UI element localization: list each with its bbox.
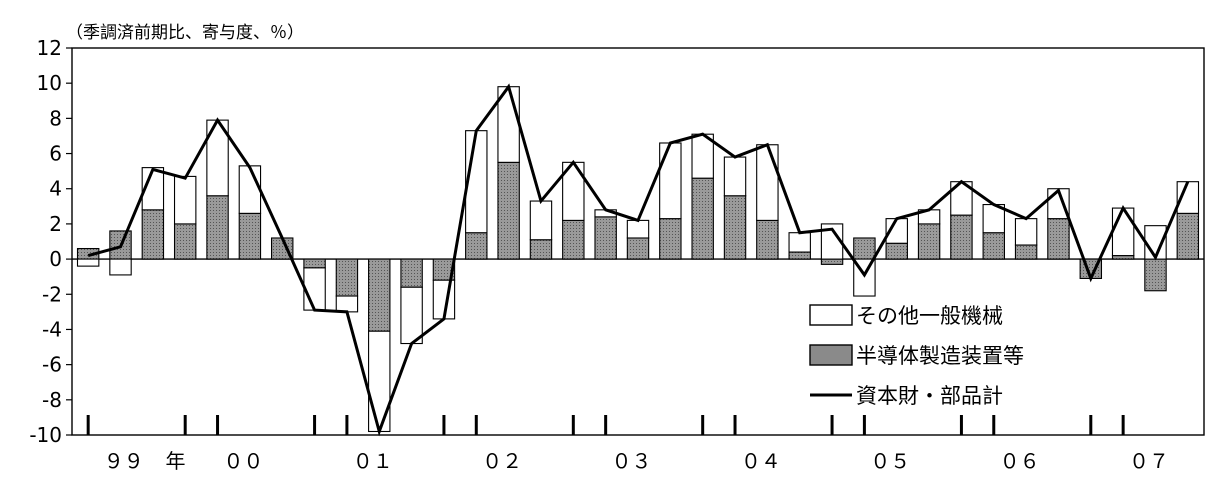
bar-semiconductor <box>400 258 423 288</box>
bar-semiconductor <box>756 219 779 260</box>
bar-semiconductor <box>917 223 941 260</box>
x-axis: ９９ 年 ００ ０１ ０２ ０３ ０４ ０５ ０６ ０７ <box>86 415 1169 473</box>
bar-semiconductor <box>1176 212 1200 260</box>
bar-semiconductor <box>659 218 682 260</box>
y-tick-label: 4 <box>49 177 62 201</box>
bar-other-machinery <box>1111 207 1135 257</box>
bar-other-machinery <box>173 175 197 225</box>
y-tick-label: 2 <box>49 212 62 236</box>
bar-other-machinery <box>400 286 423 345</box>
x-year-label: ０１ <box>353 449 393 473</box>
bar-semiconductor <box>303 258 326 269</box>
x-year-label: ０４ <box>741 449 781 473</box>
y-axis: 12 10 8 6 4 2 0 -2 -4 -6 -8 -10 <box>29 36 72 447</box>
bar-other-machinery <box>368 330 391 433</box>
bar-semiconductor <box>853 237 876 260</box>
bar-semiconductor <box>141 209 165 260</box>
unit-label: （季調済前期比、寄与度、％） <box>66 23 304 43</box>
y-tick-label: 12 <box>37 36 62 60</box>
y-tick-label: -6 <box>42 353 62 377</box>
x-year-label: ９９ <box>104 449 144 473</box>
legend-label-total: 資本財・部品計 <box>856 384 1003 408</box>
bar-semiconductor <box>529 239 553 260</box>
bar-semiconductor <box>206 195 229 260</box>
x-year-label: ０５ <box>870 449 910 473</box>
bar-semiconductor <box>368 258 391 332</box>
bar-other-machinery <box>335 295 359 313</box>
y-tick-label: -10 <box>29 423 62 447</box>
line-series <box>87 83 1190 437</box>
bar-semiconductor <box>626 237 650 260</box>
bar-semiconductor <box>788 251 811 260</box>
bar-other-machinery <box>820 223 844 260</box>
bar-semiconductor <box>173 223 197 260</box>
y-tick-label: -8 <box>42 388 62 412</box>
bar-semiconductor <box>594 216 617 260</box>
x-year-label: 年 <box>165 449 185 473</box>
x-year-label: ０３ <box>612 449 652 473</box>
y-tick-label: 6 <box>49 142 62 166</box>
x-year-label: ００ <box>223 449 263 473</box>
legend-swatch-semiconductor <box>809 344 853 366</box>
bar-other-machinery <box>303 267 326 311</box>
legend: その他一般機械 半導体製造装置等 資本財・部品計 <box>809 304 1024 408</box>
plot-border <box>71 47 1205 436</box>
bar-semiconductor <box>1144 258 1167 292</box>
y-tick-label: 8 <box>49 106 62 130</box>
legend-swatch-other-machinery <box>809 304 853 326</box>
bar-semiconductor <box>1047 218 1070 260</box>
bar-semiconductor <box>562 219 585 260</box>
bar-semiconductor <box>982 232 1005 260</box>
x-year-label: ０６ <box>1000 449 1040 473</box>
line-total <box>87 83 1190 437</box>
bar-semiconductor <box>885 242 908 260</box>
bar-series <box>76 86 1200 433</box>
bar-semiconductor <box>1014 244 1038 260</box>
bar-semiconductor <box>497 161 520 260</box>
x-year-label: ０２ <box>482 449 522 473</box>
bar-other-machinery <box>529 200 553 241</box>
bar-semiconductor <box>465 232 488 260</box>
bar-semiconductor <box>820 258 844 265</box>
bar-semiconductor <box>950 214 973 260</box>
bar-other-machinery <box>626 219 650 239</box>
bar-semiconductor <box>691 177 714 260</box>
bar-other-machinery <box>238 165 262 214</box>
legend-label-other-machinery: その他一般機械 <box>856 304 1003 328</box>
legend-label-semiconductor: 半導体製造装置等 <box>856 344 1024 368</box>
bar-semiconductor <box>723 195 747 260</box>
bar-other-machinery <box>723 156 747 197</box>
y-tick-label: 10 <box>37 71 62 95</box>
y-tick-label: 0 <box>49 247 62 271</box>
y-tick-label: -4 <box>42 317 62 341</box>
y-tick-label: -2 <box>42 282 62 306</box>
bar-other-machinery <box>788 232 811 253</box>
bar-other-machinery <box>659 142 682 220</box>
bar-other-machinery <box>109 258 132 276</box>
bar-other-machinery <box>76 258 100 267</box>
bar-semiconductor <box>335 258 359 297</box>
x-year-label: ０７ <box>1129 449 1169 473</box>
bar-other-machinery <box>1014 218 1038 246</box>
bar-other-machinery <box>756 144 779 221</box>
bar-other-machinery <box>141 167 165 211</box>
bar-semiconductor <box>238 212 262 260</box>
